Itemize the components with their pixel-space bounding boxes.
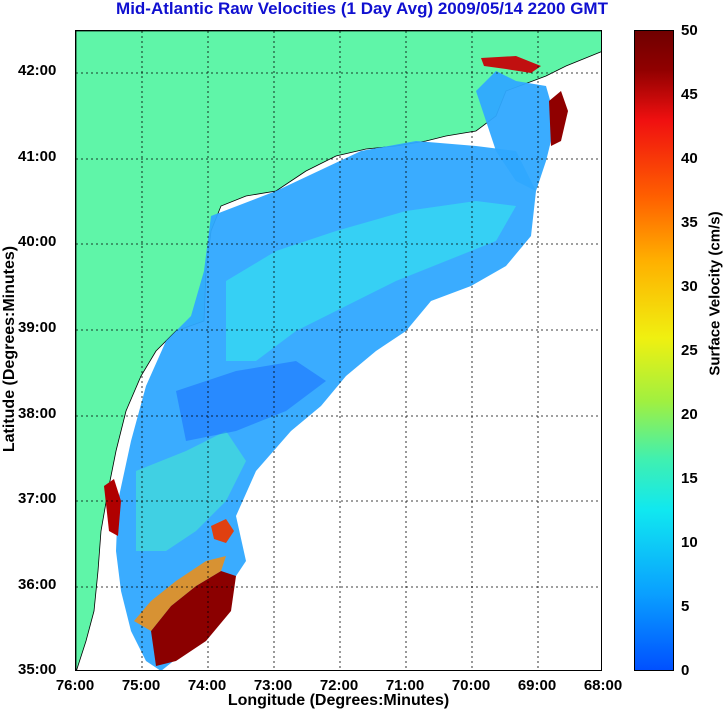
- high-velocity-region-south-edge: [134, 556, 226, 631]
- colorbar-tick-label: 50: [681, 22, 698, 39]
- map-plot-area[interactable]: [75, 30, 602, 671]
- x-tick-label: 73:00: [253, 677, 293, 694]
- colorbar-tick-label: 15: [681, 470, 698, 487]
- colorbar-tick-label: 45: [681, 86, 698, 103]
- high-velocity-region-north-top: [481, 56, 541, 73]
- map-title: Mid-Atlantic Raw Velocities (1 Day Avg) …: [116, 0, 608, 18]
- y-tick-label: 42:00: [18, 62, 57, 79]
- grid-lines: [76, 31, 601, 670]
- high-velocity-region-north: [549, 91, 568, 146]
- x-tick-label: 68:00: [583, 677, 623, 694]
- x-tick-label: 72:00: [319, 677, 359, 694]
- velocity-patch-cyan: [226, 201, 516, 361]
- colorbar-tick-label: 30: [681, 278, 698, 295]
- y-tick-label: 38:00: [18, 405, 57, 422]
- colorbar-tick-label: 35: [681, 214, 698, 231]
- x-tick-label: 70:00: [451, 677, 491, 694]
- colorbar: [634, 30, 674, 671]
- y-tick-label: 40:00: [18, 233, 57, 250]
- x-tick-label: 71:00: [385, 677, 425, 694]
- y-tick-label: 41:00: [18, 148, 57, 165]
- velocity-map: [76, 31, 601, 670]
- y-tick-label: 36:00: [18, 576, 57, 593]
- velocity-patch-blue: [176, 361, 326, 441]
- x-tick-label: 74:00: [187, 677, 227, 694]
- x-tick-label: 69:00: [517, 677, 557, 694]
- x-tick-label: 76:00: [55, 677, 95, 694]
- colorbar-tick-label: 20: [681, 406, 698, 423]
- colorbar-tick-label: 5: [681, 598, 690, 615]
- colorbar-tick-label: 40: [681, 150, 698, 167]
- y-tick-label: 39:00: [18, 319, 57, 336]
- colorbar-tick-label: 10: [681, 534, 698, 551]
- colorbar-tick-label: 0: [681, 662, 690, 679]
- velocity-patch-cyan-south: [136, 431, 246, 551]
- colorbar-title: Surface Velocity (cm/s): [706, 211, 724, 376]
- high-velocity-region-south: [151, 571, 236, 666]
- y-axis-title: Latitude (Degrees:Minutes): [1, 245, 18, 453]
- y-tick-label: 37:00: [18, 490, 57, 507]
- colorbar-tick-label: 25: [681, 342, 698, 359]
- x-tick-label: 75:00: [121, 677, 161, 694]
- velocity-field-north: [476, 71, 556, 191]
- x-axis-title: Longitude (Degrees:Minutes): [227, 692, 450, 709]
- high-velocity-region-west: [104, 479, 121, 536]
- y-tick-label: 35:00: [18, 661, 57, 678]
- high-velocity-region-east: [211, 519, 234, 543]
